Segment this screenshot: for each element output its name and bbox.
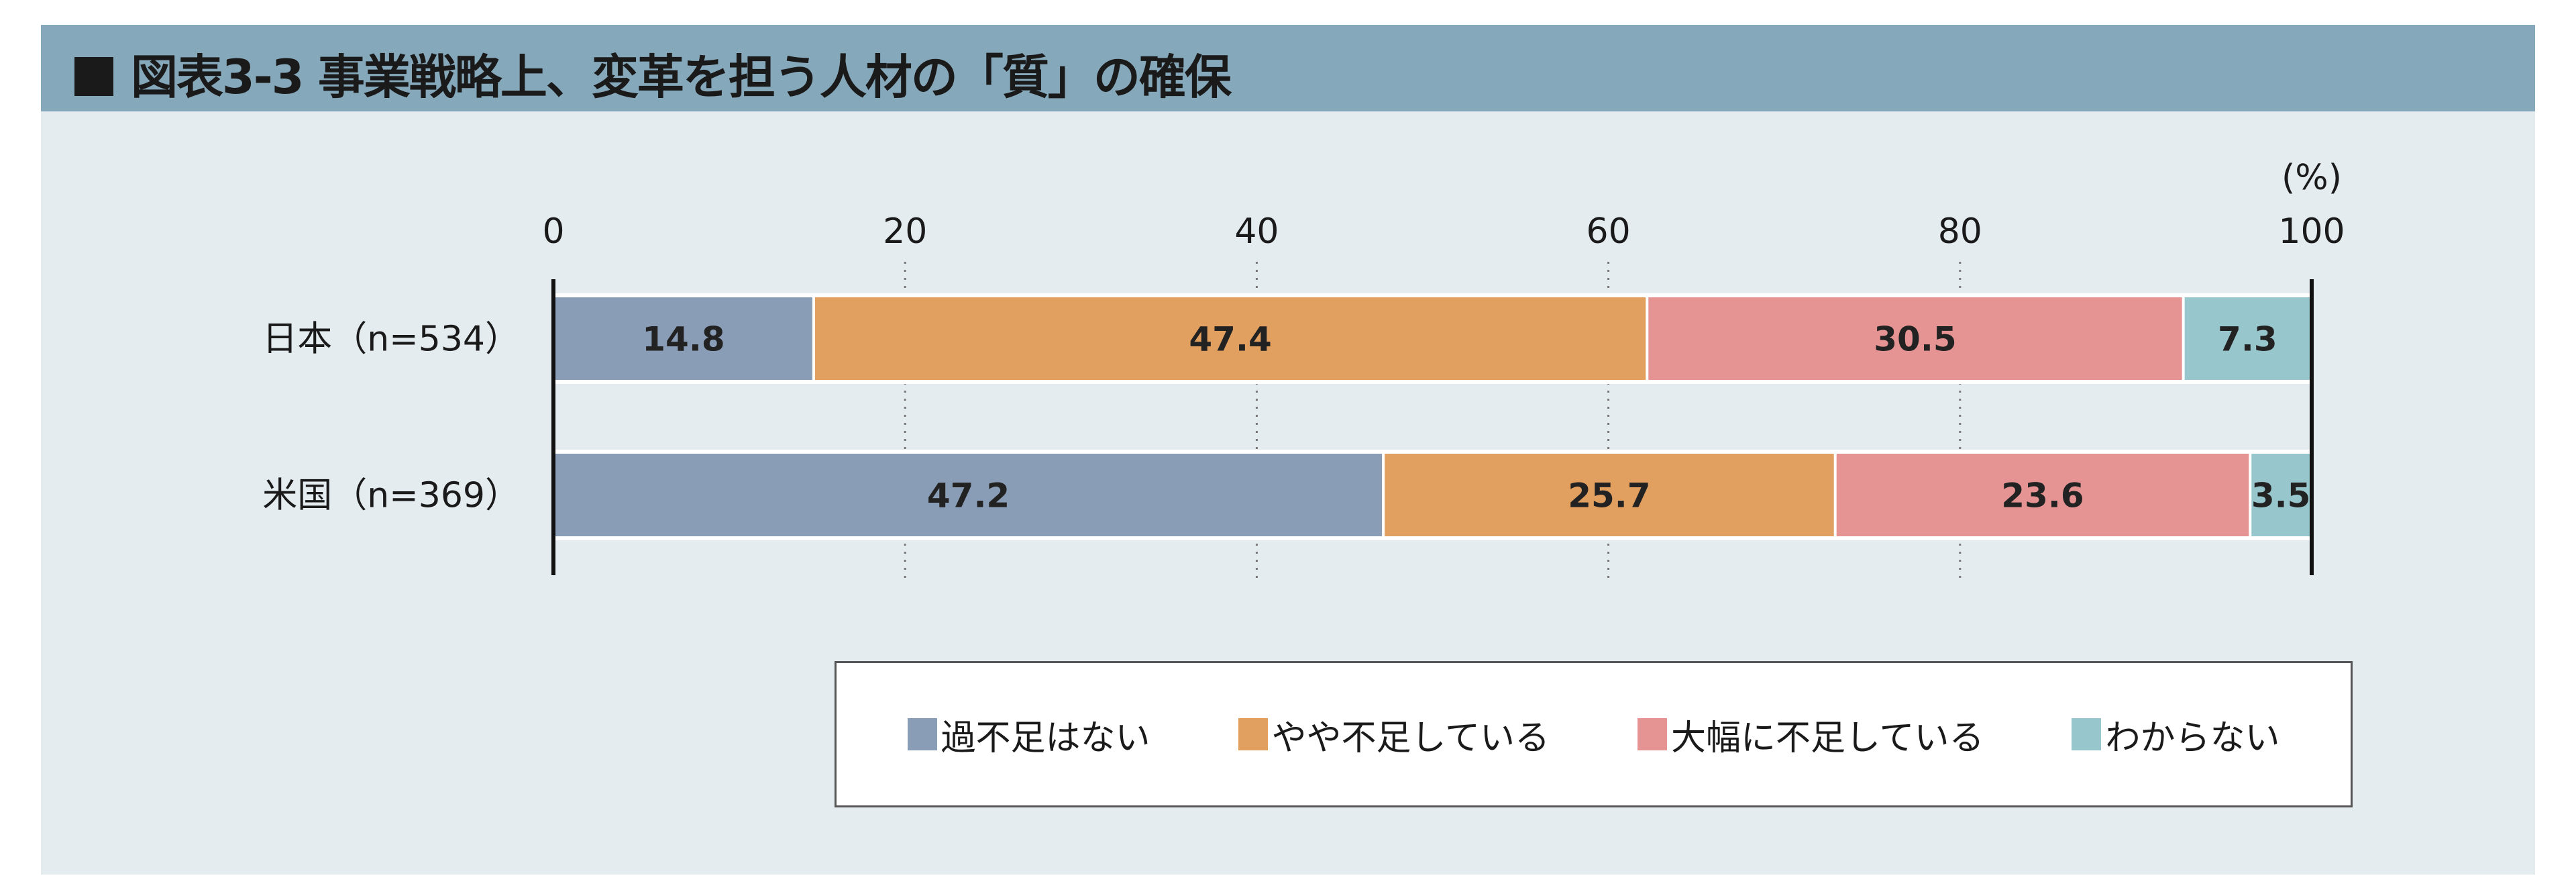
legend-swatch — [1238, 718, 1268, 750]
legend-swatch — [907, 718, 937, 750]
title-bar: 図表3-3 事業戦略上、変革を担う人材の「質」の確保 — [41, 25, 2535, 111]
bar-value-label: 7.3 — [2218, 320, 2277, 359]
x-tick-label: 40 — [1234, 211, 1279, 252]
legend-label: やや不足している — [1271, 717, 1550, 758]
chart-title-text: 図表3-3 事業戦略上、変革を担う人材の「質」の確保 — [131, 50, 1232, 105]
legend-label: 過不足はない — [941, 717, 1150, 758]
x-tick-label: 60 — [1587, 211, 1631, 252]
bar-segment — [1648, 297, 2182, 380]
bar-segment — [1385, 454, 1834, 536]
bar-segment — [1836, 454, 2249, 536]
legend-swatch — [2072, 718, 2102, 750]
bar-segment — [814, 297, 1646, 380]
bar-segment — [555, 454, 1383, 536]
bar-value-label: 47.4 — [1189, 320, 1271, 359]
legend-item: わからない — [2072, 709, 2279, 760]
bar-segment — [2184, 297, 2310, 380]
legend-label: わからない — [2105, 717, 2280, 758]
square-bullet-icon — [74, 57, 113, 96]
bar-value-label: 30.5 — [1874, 320, 1956, 359]
chart-title: 図表3-3 事業戦略上、変革を担う人材の「質」の確保 — [74, 40, 1232, 107]
bar-segment — [555, 297, 812, 380]
bar-segment — [2251, 454, 2310, 536]
legend-label: 大幅に不足している — [1671, 717, 1984, 758]
unit-label: (%) — [2282, 158, 2342, 198]
x-tick-label: 100 — [2278, 211, 2345, 252]
legend-swatch — [1638, 718, 1667, 750]
category-label: 米国（n=369） — [262, 476, 520, 516]
legend-item: やや不足している — [1238, 709, 1550, 760]
legend-item: 過不足はない — [907, 709, 1150, 760]
x-tick-label: 80 — [1938, 211, 1982, 252]
bar-value-label: 14.8 — [642, 320, 724, 359]
bar-value-label: 47.2 — [927, 477, 1010, 515]
legend-item: 大幅に不足している — [1638, 709, 1984, 760]
x-tick-label: 0 — [542, 211, 564, 252]
x-tick-label: 20 — [883, 211, 927, 252]
bar-value-label: 23.6 — [2001, 477, 2084, 515]
category-label: 日本（n=534） — [262, 319, 520, 360]
bar-value-label: 25.7 — [1568, 477, 1650, 515]
bar-value-label: 3.5 — [2251, 477, 2311, 515]
legend: 過不足はない やや不足している 大幅に不足している わからない — [835, 661, 2353, 807]
